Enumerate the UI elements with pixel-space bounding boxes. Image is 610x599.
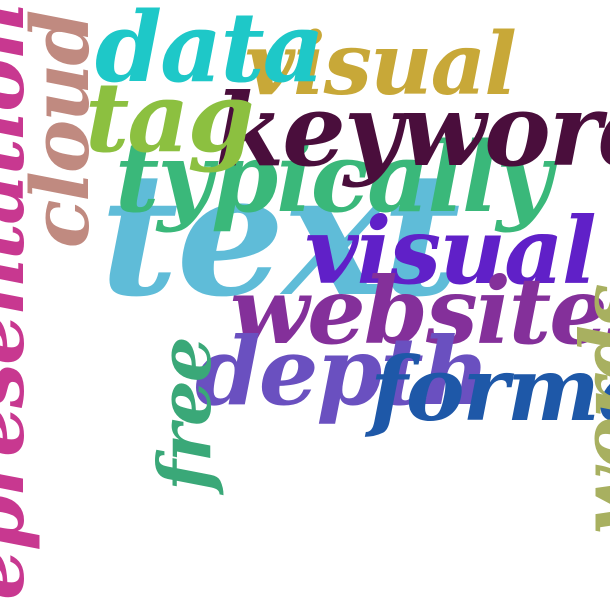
word-visual-mid: visual <box>305 197 597 305</box>
word-tag: tag <box>85 61 255 174</box>
word-format: format <box>370 337 610 441</box>
word-typically: typically <box>115 121 552 234</box>
word-representation: representation <box>0 4 42 599</box>
word-words-right: words <box>564 285 610 534</box>
word-websites: websites <box>230 257 610 365</box>
word-keyword: keyword <box>215 71 610 189</box>
word-text: text <box>100 135 461 335</box>
word-visual-top: visual <box>245 14 517 115</box>
word-free: free <box>142 338 227 491</box>
word-depth: depth <box>195 317 490 427</box>
word-data: data <box>95 0 325 104</box>
